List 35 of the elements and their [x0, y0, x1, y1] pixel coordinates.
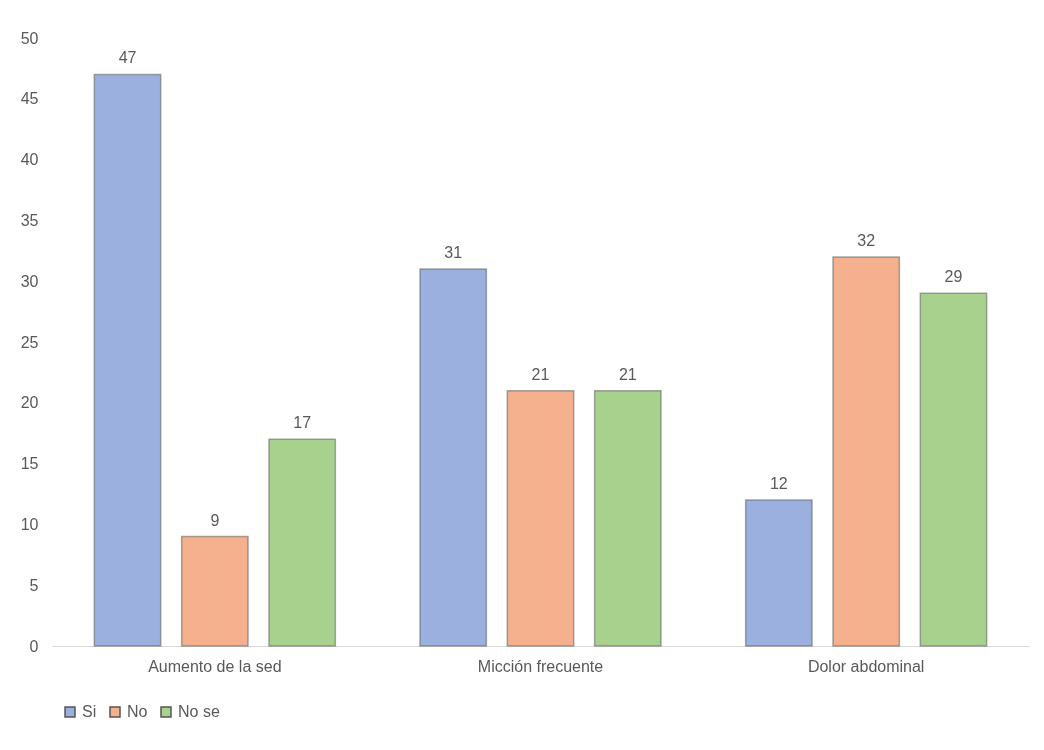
y-tick-label: 45 — [20, 90, 39, 108]
bar — [93, 73, 162, 647]
data-label: 17 — [293, 414, 312, 432]
y-tick-label: 25 — [20, 333, 39, 351]
y-tick-label: 35 — [20, 211, 39, 229]
bar — [268, 438, 337, 647]
data-label: 9 — [210, 511, 220, 529]
data-label: 12 — [769, 475, 788, 493]
legend-label: No se — [178, 703, 220, 720]
bar — [593, 389, 662, 647]
y-tick-label: 15 — [20, 455, 39, 473]
y-tick-label: 0 — [29, 637, 39, 655]
bar — [180, 535, 249, 647]
legend-label: Si — [82, 703, 97, 720]
bar — [744, 499, 813, 647]
x-tick-label: Dolor abdominal — [807, 657, 925, 675]
y-tick-label: 20 — [20, 394, 39, 412]
bar — [419, 268, 488, 647]
legend-label: No — [127, 703, 148, 720]
data-label: 21 — [531, 365, 550, 383]
bar — [919, 292, 988, 647]
data-label: 21 — [618, 365, 637, 383]
x-tick-label: Micción frecuente — [477, 657, 604, 675]
data-label: 47 — [118, 49, 137, 67]
data-label: 32 — [857, 231, 876, 249]
y-tick-label: 10 — [20, 515, 39, 533]
bar — [832, 256, 901, 647]
y-tick-label: 50 — [20, 29, 39, 47]
y-tick-label: 5 — [29, 576, 39, 594]
data-label: 29 — [944, 268, 963, 286]
y-tick-label: 30 — [20, 272, 39, 290]
x-tick-label: Aumento de la sed — [148, 657, 282, 675]
y-tick-label: 40 — [20, 151, 39, 169]
bar — [506, 389, 575, 647]
data-label: 31 — [444, 244, 463, 262]
